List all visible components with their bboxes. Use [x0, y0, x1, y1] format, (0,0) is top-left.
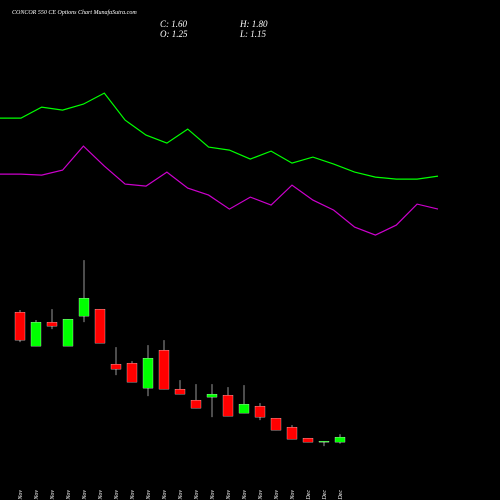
x-tick-label: 12 Nov: [82, 490, 88, 500]
candle-body: [334, 436, 346, 443]
candle-body: [286, 426, 298, 440]
candle-body: [62, 318, 74, 347]
x-tick-label: 18 Nov: [146, 490, 152, 500]
candle-body: [30, 321, 42, 347]
x-tick-label: 28 Nov: [274, 490, 280, 500]
candle-body: [110, 363, 122, 370]
x-tick-label: 20 Nov: [178, 490, 184, 500]
candle-body: [318, 440, 330, 443]
candle-body: [174, 388, 186, 395]
x-tick-label: 21 Nov: [194, 490, 200, 500]
candle-body: [270, 417, 282, 431]
x-tick-label: 04 Dec: [337, 490, 344, 500]
x-tick-label: 14 Nov: [113, 490, 120, 500]
candle-body: [94, 308, 106, 344]
x-tick-label: 02 Dec: [306, 490, 312, 500]
high-label: H: 1.80: [239, 19, 268, 29]
x-tick-label: 07 Nov: [34, 490, 40, 500]
x-tick-label: 25 Nov: [226, 490, 232, 500]
open-label: O: 1.25: [160, 29, 188, 39]
candle-body: [158, 349, 170, 390]
x-tick-label: 03 Dec: [322, 490, 328, 500]
moving-average-line: [0, 92, 439, 180]
x-tick-label: 15 Nov: [130, 490, 136, 500]
candle-body: [206, 393, 218, 398]
candle-body: [222, 394, 234, 417]
moving-average-line: [0, 145, 439, 236]
x-tick-label: 19 Nov: [162, 490, 168, 500]
candle-body: [46, 321, 58, 327]
x-tick-label: 27 Nov: [258, 490, 264, 500]
candle-body: [78, 297, 90, 317]
x-tick-label: 06 Nov: [18, 490, 24, 500]
chart-title: CONCOR 550 CE Options Chart MunafaSutra.…: [12, 9, 137, 16]
x-tick-label: 22 Nov: [210, 490, 216, 500]
x-tick-label: 29 Nov: [290, 490, 296, 500]
candle-body: [302, 437, 314, 443]
candle-body: [254, 405, 266, 418]
candle-body: [238, 403, 250, 414]
candle-body: [14, 311, 26, 341]
x-tick-label: 13 Nov: [98, 490, 104, 500]
low-label: L: 1.15: [239, 29, 267, 39]
candle-body: [190, 399, 202, 409]
close-label: C: 1.60: [160, 19, 188, 29]
candle-body: [126, 362, 138, 383]
candle-body: [142, 357, 154, 389]
x-tick-label: 11 Nov: [66, 490, 72, 500]
x-tick-label: 08 Nov: [50, 490, 56, 500]
x-tick-label: 26 Nov: [242, 490, 248, 500]
